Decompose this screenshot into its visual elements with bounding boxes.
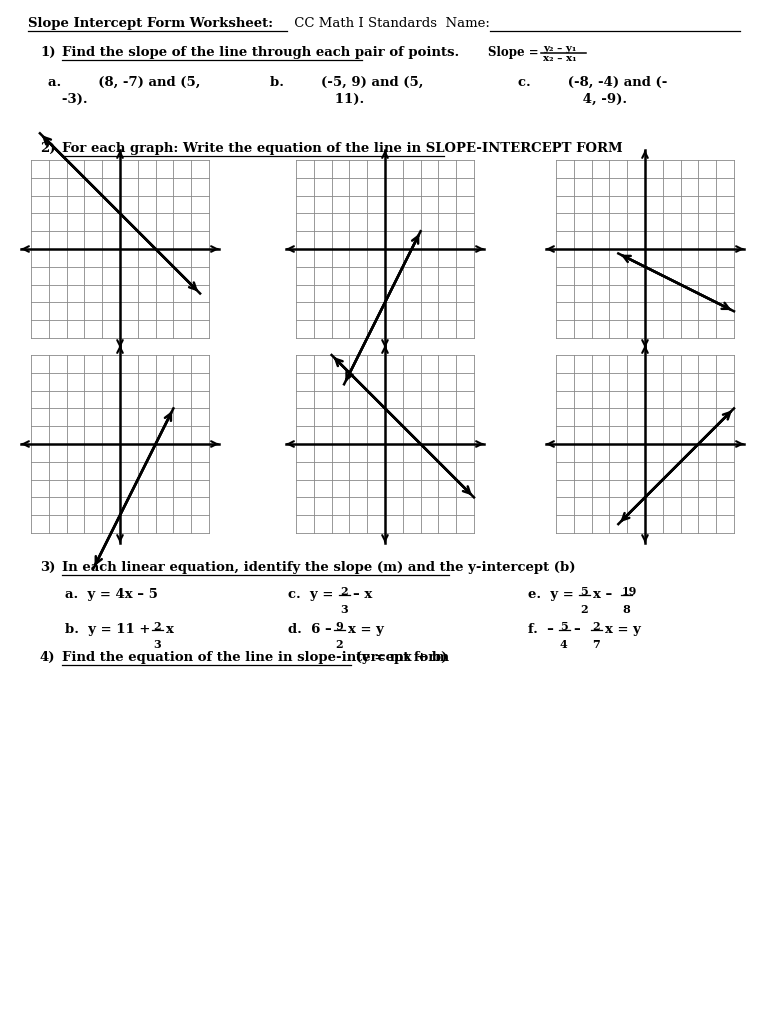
Text: (y = mx + b): (y = mx + b) — [351, 651, 447, 664]
Text: 2: 2 — [335, 639, 343, 650]
Text: 2: 2 — [580, 604, 588, 615]
Text: 7: 7 — [592, 639, 600, 650]
Text: 11).: 11). — [270, 93, 364, 106]
Text: 3: 3 — [153, 639, 161, 650]
Text: In each linear equation, identify the slope (m) and the y-intercept (b): In each linear equation, identify the sl… — [62, 561, 575, 574]
Text: c.  y =: c. y = — [288, 588, 333, 601]
Text: e.  y =: e. y = — [528, 588, 574, 601]
Text: 4, -9).: 4, -9). — [518, 93, 627, 106]
Text: b.  y = 11 +: b. y = 11 + — [65, 623, 151, 636]
Text: a.        (8, -7) and (5,: a. (8, -7) and (5, — [48, 76, 200, 89]
Text: 2: 2 — [153, 621, 161, 632]
Text: b.        (-5, 9) and (5,: b. (-5, 9) and (5, — [270, 76, 423, 89]
Text: Slope =: Slope = — [488, 46, 538, 59]
Text: 3: 3 — [340, 604, 348, 615]
Text: f.  –: f. – — [528, 623, 554, 636]
Text: CC Math I Standards  Name:: CC Math I Standards Name: — [290, 17, 490, 30]
Text: -3).: -3). — [48, 93, 88, 106]
Text: Find the slope of the line through each pair of points.: Find the slope of the line through each … — [62, 46, 459, 59]
Text: 5: 5 — [580, 586, 588, 597]
Text: 4: 4 — [560, 639, 568, 650]
Text: y₂ – y₁: y₂ – y₁ — [543, 44, 576, 53]
Text: 4): 4) — [40, 651, 55, 664]
Text: 9: 9 — [335, 621, 343, 632]
Text: c.        (-8, -4) and (-: c. (-8, -4) and (- — [518, 76, 667, 89]
Text: x: x — [166, 623, 174, 636]
Text: 2): 2) — [40, 142, 55, 155]
Text: –: – — [573, 623, 580, 636]
Text: Find the equation of the line in slope-intercept form: Find the equation of the line in slope-i… — [62, 651, 449, 664]
Text: 1): 1) — [40, 46, 55, 59]
Text: a.  y = 4x – 5: a. y = 4x – 5 — [65, 588, 158, 601]
Text: d.  6 –: d. 6 – — [288, 623, 332, 636]
Text: 2: 2 — [340, 586, 348, 597]
Text: x₂ – x₁: x₂ – x₁ — [543, 54, 577, 63]
Text: 8: 8 — [622, 604, 630, 615]
Text: For each graph: Write the equation of the line in SLOPE-INTERCEPT FORM: For each graph: Write the equation of th… — [62, 142, 623, 155]
Text: 3): 3) — [40, 561, 55, 574]
Text: 5: 5 — [560, 621, 568, 632]
Text: x = y: x = y — [605, 623, 641, 636]
Text: 19: 19 — [622, 586, 637, 597]
Text: Slope Intercept Form Worksheet:: Slope Intercept Form Worksheet: — [28, 17, 273, 30]
Text: 2: 2 — [592, 621, 600, 632]
Text: – x: – x — [353, 588, 372, 601]
Text: x –: x – — [593, 588, 612, 601]
Text: x = y: x = y — [348, 623, 384, 636]
